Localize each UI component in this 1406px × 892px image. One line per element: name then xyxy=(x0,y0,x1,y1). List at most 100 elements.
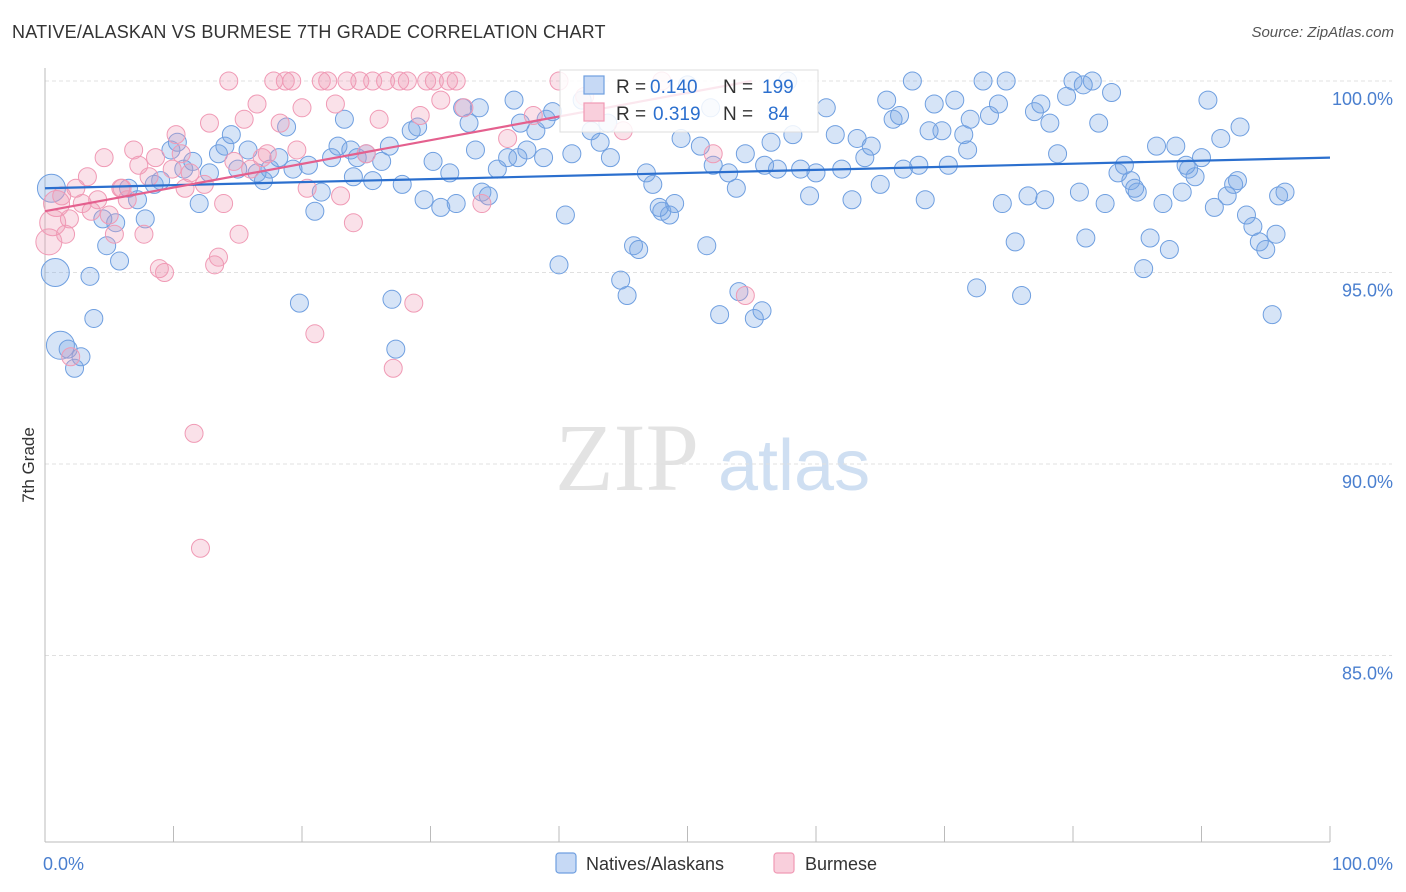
legend-label-natives: Natives/Alaskans xyxy=(586,854,724,874)
natives-point-34 xyxy=(289,293,309,313)
natives-point-149 xyxy=(1147,136,1167,156)
burmese-point-82 xyxy=(61,347,81,367)
stats-box: R = 0.140 N = 199 R = 0.319 N = 84 xyxy=(559,69,819,133)
natives-point-163 xyxy=(1236,205,1256,225)
natives-point-11 xyxy=(110,251,130,271)
stats-r-value-2: 0.319 xyxy=(653,104,701,125)
natives-point-4 xyxy=(65,358,85,378)
natives-point-36 xyxy=(305,201,325,221)
natives-point-169 xyxy=(1275,182,1295,202)
legend-swatch-natives xyxy=(555,852,577,874)
source-label: Source: ZipAtlas.com xyxy=(1251,24,1394,41)
natives-point-188 xyxy=(726,178,746,198)
burmese-point-48 xyxy=(292,98,312,118)
natives-point-116 xyxy=(915,190,935,210)
natives-point-14 xyxy=(135,209,155,229)
natives-point-160 xyxy=(1217,186,1237,206)
natives-point-88 xyxy=(697,236,717,256)
burmese-point-35 xyxy=(219,71,239,91)
burmese-point-72 xyxy=(454,98,474,118)
natives-point-147 xyxy=(1134,259,1154,279)
burmese-point-60 xyxy=(369,109,389,129)
stats-n-value-1: 199 xyxy=(762,77,794,98)
natives-point-151 xyxy=(1159,240,1179,260)
burmese-point-19 xyxy=(139,167,159,187)
burmese-point-81 xyxy=(735,285,755,305)
y-tick-label-2: 95.0% xyxy=(1342,281,1393,301)
natives-point-37 xyxy=(311,182,331,202)
stats-r-label-2: R = xyxy=(616,104,646,125)
natives-point-127 xyxy=(996,71,1016,91)
natives-point-50 xyxy=(408,117,428,137)
natives-point-47 xyxy=(386,339,406,359)
stats-r-label-1: R = xyxy=(616,77,646,98)
watermark-atlas: atlas xyxy=(718,426,870,506)
y-tick-label-1: 90.0% xyxy=(1342,472,1393,492)
stats-r-value-1: 0.140 xyxy=(650,77,698,98)
burmese-point-70 xyxy=(438,71,458,91)
burmese-point-36 xyxy=(224,151,244,171)
natives-point-55 xyxy=(446,194,466,214)
natives-point-104 xyxy=(825,125,845,145)
natives-point-1 xyxy=(40,258,70,287)
natives-point-179 xyxy=(1266,224,1286,244)
natives-point-20 xyxy=(183,151,203,171)
natives-point-133 xyxy=(1040,113,1060,133)
natives-point-131 xyxy=(1024,102,1044,122)
natives-point-171 xyxy=(919,121,939,141)
trend-line-natives xyxy=(44,156,1331,190)
burmese-point-5 xyxy=(59,209,79,229)
burmese-point-47 xyxy=(287,140,307,160)
stats-swatch-blue xyxy=(583,75,605,95)
burmese-point-69 xyxy=(431,90,451,110)
natives-point-62 xyxy=(498,148,518,168)
legend-swatch-burmese xyxy=(773,852,795,874)
burmese-point-46 xyxy=(282,71,302,91)
natives-point-9 xyxy=(97,236,117,256)
burmese-point-33 xyxy=(208,247,228,267)
natives-point-174 xyxy=(1035,190,1055,210)
natives-point-52 xyxy=(423,151,443,171)
burmese-point-27 xyxy=(180,163,200,183)
natives-point-94 xyxy=(744,308,764,328)
natives-point-6 xyxy=(80,266,100,286)
burmese-point-37 xyxy=(229,224,249,244)
natives-point-117 xyxy=(924,94,944,114)
burmese-point-49 xyxy=(297,178,317,198)
burmese-point-11 xyxy=(94,148,114,168)
burmese-point-73 xyxy=(472,194,492,214)
natives-point-106 xyxy=(842,190,862,210)
burmese-point-83 xyxy=(112,178,132,198)
natives-point-183 xyxy=(508,148,528,168)
burmese-point-29 xyxy=(190,538,210,558)
natives-point-148 xyxy=(1140,228,1160,248)
burmese-point-34 xyxy=(214,194,234,214)
burmese-point-71 xyxy=(446,71,466,91)
natives-point-156 xyxy=(1192,148,1211,168)
natives-point-79 xyxy=(629,240,649,260)
natives-point-23 xyxy=(208,144,228,164)
burmese-point-21 xyxy=(149,259,169,279)
burmese-point-28 xyxy=(184,423,204,443)
natives-point-93 xyxy=(735,144,755,164)
natives-point-124 xyxy=(973,71,993,91)
natives-point-173 xyxy=(992,194,1012,214)
natives-point-67 xyxy=(534,148,554,168)
natives-point-70 xyxy=(555,205,575,225)
natives-point-140 xyxy=(1089,113,1109,133)
gridlines xyxy=(45,80,1392,656)
axes xyxy=(44,68,1331,843)
natives-point-123 xyxy=(967,278,987,298)
burmese-point-22 xyxy=(155,263,175,282)
natives-point-35 xyxy=(298,155,318,175)
natives-point-110 xyxy=(870,174,890,194)
y-axis-label: 7th Grade xyxy=(19,427,38,503)
natives-point-180 xyxy=(343,167,363,187)
natives-point-158 xyxy=(1204,197,1224,217)
natives-point-40 xyxy=(334,109,354,129)
natives-point-128 xyxy=(1005,232,1025,252)
burmese-point-31 xyxy=(199,113,219,133)
natives-point-63 xyxy=(504,90,524,110)
natives-point-120 xyxy=(945,90,965,110)
burmese-point-62 xyxy=(383,358,403,378)
